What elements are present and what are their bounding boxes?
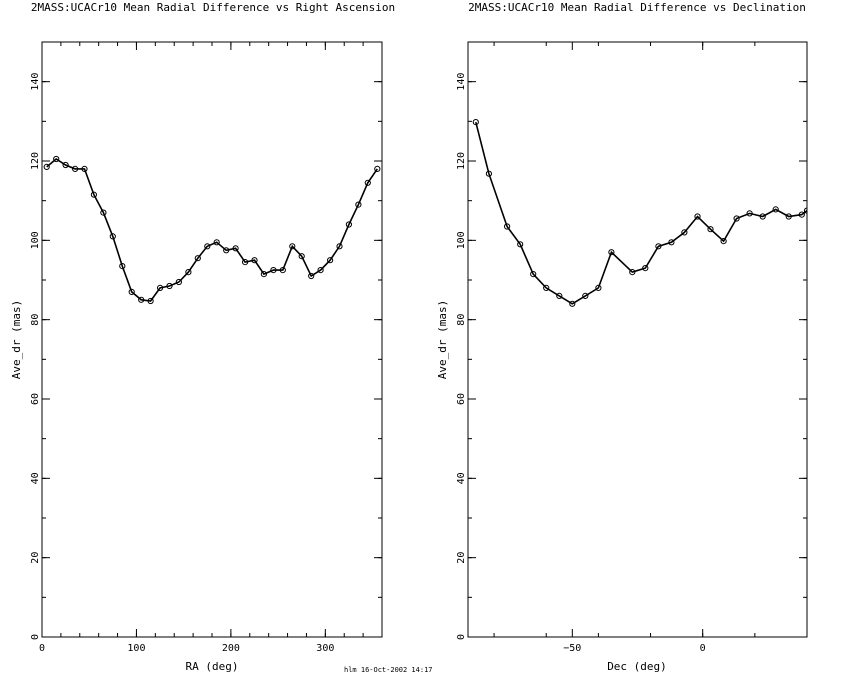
- footer-stamp: hlm 16-Oct-2002 14:17: [344, 666, 433, 674]
- data-point: [569, 300, 576, 307]
- data-point: [157, 284, 164, 291]
- data-point: [642, 265, 649, 272]
- data-point: [194, 255, 201, 262]
- series-line: [475, 121, 807, 305]
- data-point: [336, 243, 343, 250]
- x-axis-label: RA (deg): [186, 660, 239, 673]
- x-tick-label: −50: [563, 643, 581, 654]
- data-point: [707, 226, 714, 233]
- y-tick-label: 60: [30, 393, 41, 405]
- y-tick-label: 120: [30, 152, 41, 170]
- data-point: [485, 170, 492, 177]
- data-point: [289, 243, 296, 250]
- data-point: [43, 163, 50, 170]
- data-point: [251, 257, 258, 264]
- x-tick-label: 0: [700, 643, 706, 654]
- x-tick-label: 200: [222, 643, 240, 654]
- data-point: [100, 209, 107, 216]
- data-point: [327, 257, 334, 264]
- data-point: [242, 259, 249, 266]
- data-point: [803, 207, 807, 214]
- data-point: [72, 165, 79, 172]
- y-tick-label: 0: [30, 634, 41, 640]
- y-tick-label: 40: [30, 472, 41, 484]
- data-point: [298, 253, 305, 260]
- data-point: [655, 243, 662, 250]
- y-axis-label: Ave_dr (mas): [10, 300, 23, 379]
- data-point: [62, 161, 69, 169]
- data-point: [317, 267, 324, 274]
- data-point: [138, 296, 145, 303]
- series-line: [46, 158, 378, 302]
- data-point: [232, 245, 239, 252]
- data-point: [595, 284, 602, 291]
- y-tick-label: 20: [30, 552, 41, 564]
- y-tick-label: 140: [30, 73, 41, 91]
- x-tick-label: 0: [39, 643, 45, 654]
- data-point: [345, 221, 352, 228]
- data-point: [608, 249, 615, 256]
- y-tick-label: 100: [30, 231, 41, 249]
- data-point: [204, 243, 211, 250]
- data-point: [213, 239, 220, 246]
- y-tick-label: 120: [456, 152, 467, 170]
- data-point: [694, 213, 701, 220]
- y-axis-label: Ave_dr (mas): [436, 300, 449, 379]
- data-point: [166, 282, 173, 290]
- data-point: [798, 211, 805, 218]
- data-point: [185, 269, 192, 276]
- data-point: [175, 278, 182, 286]
- data-point: [279, 267, 286, 274]
- y-tick-label: 140: [456, 73, 467, 91]
- dec-panel: 2MASS:UCACr10 Mean Radial Difference vs …: [436, 1, 808, 673]
- data-point: [530, 271, 537, 278]
- data-point: [785, 213, 792, 220]
- data-point: [472, 119, 479, 126]
- x-tick-label: 100: [127, 643, 145, 654]
- data-point: [128, 288, 135, 295]
- data-point: [556, 292, 563, 299]
- data-point: [260, 271, 267, 278]
- y-tick-label: 80: [30, 314, 41, 326]
- data-point: [668, 239, 675, 246]
- chart-title: 2MASS:UCACr10 Mean Radial Difference vs …: [468, 1, 806, 14]
- data-point: [81, 165, 88, 172]
- y-tick-label: 0: [456, 634, 467, 640]
- x-tick-label: 300: [316, 643, 334, 654]
- data-point: [733, 215, 740, 222]
- y-tick-label: 80: [456, 314, 467, 326]
- y-tick-label: 100: [456, 231, 467, 249]
- data-point: [53, 155, 60, 163]
- data-point: [681, 229, 688, 236]
- data-point: [517, 241, 524, 248]
- data-point: [119, 263, 126, 270]
- data-point: [720, 238, 727, 245]
- y-tick-label: 20: [456, 552, 467, 564]
- data-point: [629, 269, 636, 276]
- data-point: [308, 272, 315, 280]
- data-point: [374, 165, 381, 172]
- data-point: [772, 206, 779, 213]
- x-axis-label: Dec (deg): [607, 660, 667, 673]
- y-tick-label: 60: [456, 393, 467, 405]
- data-point: [90, 191, 98, 198]
- plot-frame: [467, 41, 808, 638]
- plot-frame: [41, 41, 383, 638]
- data-point: [270, 267, 277, 274]
- y-tick-label: 40: [456, 472, 467, 484]
- data-point: [504, 223, 511, 230]
- data-point: [543, 284, 550, 291]
- data-point: [223, 247, 230, 254]
- data-point: [364, 179, 371, 186]
- data-point: [355, 201, 362, 208]
- data-point: [746, 210, 753, 217]
- chart-title: 2MASS:UCACr10 Mean Radial Difference vs …: [31, 1, 395, 14]
- data-point: [582, 292, 589, 299]
- ra-panel: 2MASS:UCACr10 Mean Radial Difference vs …: [10, 1, 395, 673]
- data-point: [147, 297, 154, 305]
- data-point: [759, 213, 766, 220]
- data-point: [109, 233, 116, 240]
